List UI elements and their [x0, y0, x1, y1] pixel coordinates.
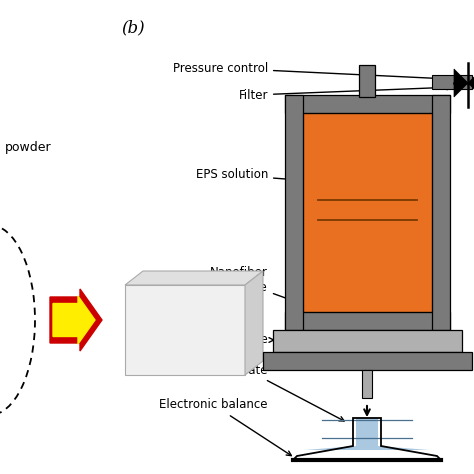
Bar [273, 330, 462, 352]
Polygon shape [125, 285, 245, 375]
Bar [285, 95, 303, 330]
Text: Pressure control: Pressure control [173, 62, 465, 82]
Text: powder: powder [5, 142, 52, 155]
Polygon shape [468, 69, 474, 97]
Bar [285, 95, 450, 113]
Polygon shape [305, 418, 429, 450]
Text: Nanofiber
membrane: Nanofiber membrane [203, 266, 301, 304]
Text: Electronic balance: Electronic balance [159, 399, 292, 456]
Bar [303, 113, 432, 312]
Bar [303, 113, 432, 312]
Text: Filtrate: Filtrate [227, 364, 344, 421]
Polygon shape [454, 69, 468, 97]
Polygon shape [125, 271, 263, 285]
Bar [362, 370, 372, 398]
Bar [263, 352, 472, 370]
Bar [432, 75, 472, 89]
Bar [359, 65, 375, 97]
Text: EPS solution: EPS solution [196, 168, 430, 191]
FancyArrow shape [53, 296, 95, 344]
FancyArrow shape [50, 289, 102, 351]
Polygon shape [245, 271, 263, 375]
Text: (b): (b) [121, 19, 145, 36]
Text: Filter: Filter [238, 85, 452, 101]
Bar [432, 95, 450, 330]
Text: Perforated plate: Perforated plate [172, 334, 274, 346]
Bar [285, 312, 450, 330]
